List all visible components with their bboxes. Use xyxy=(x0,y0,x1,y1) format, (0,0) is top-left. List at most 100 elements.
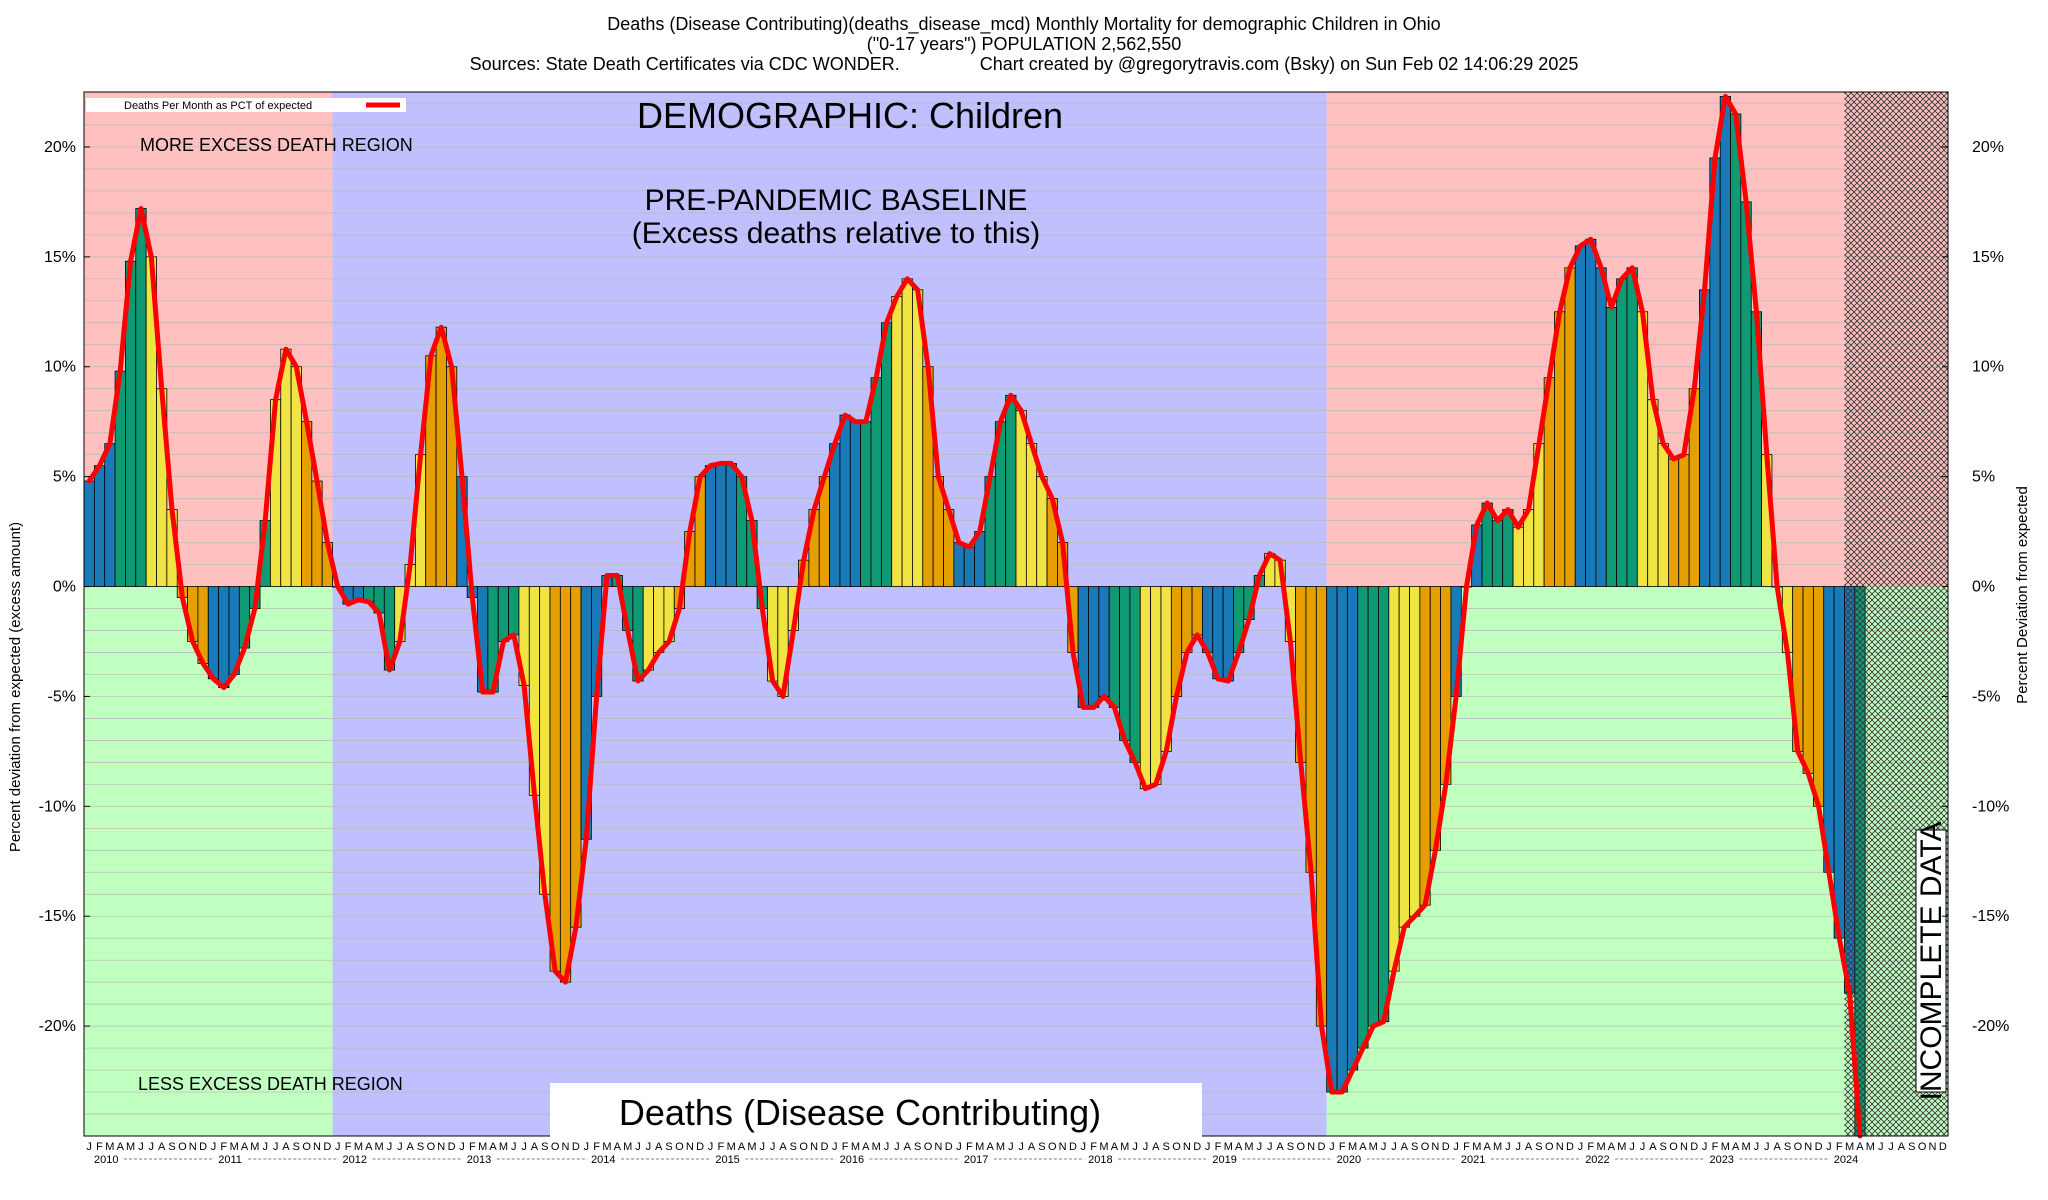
bar xyxy=(1491,520,1504,587)
bar xyxy=(1554,311,1566,587)
left-axis-label: Percent deviation from expected (excess … xyxy=(7,522,24,852)
month-tick-label: J xyxy=(583,1141,589,1153)
y-tick-label-left: -15% xyxy=(39,908,76,925)
year-tick-label: 2022 xyxy=(1585,1154,1609,1166)
bar xyxy=(715,463,727,587)
month-tick-label: N xyxy=(1059,1141,1067,1153)
month-tick-label: N xyxy=(1928,1141,1936,1153)
bar xyxy=(1346,586,1359,1071)
month-tick-label: M xyxy=(105,1141,114,1153)
month-tick-label: O xyxy=(1048,1141,1057,1153)
month-tick-label: M xyxy=(1369,1141,1378,1153)
y-tick-label-left: 15% xyxy=(44,249,76,266)
month-tick-label: J xyxy=(635,1141,641,1153)
month-tick-label: N xyxy=(1804,1141,1812,1153)
month-tick-label: M xyxy=(1099,1141,1108,1153)
month-tick-label: M xyxy=(478,1141,487,1153)
month-tick-label: S xyxy=(1784,1141,1791,1153)
month-tick-label: F xyxy=(1339,1141,1346,1153)
month-tick-label: M xyxy=(872,1141,881,1153)
month-tick-label: A xyxy=(1649,1141,1657,1153)
month-tick-label: A xyxy=(1028,1141,1036,1153)
month-tick-label: N xyxy=(1183,1141,1191,1153)
month-tick-label: J xyxy=(708,1141,714,1153)
month-tick-label: S xyxy=(417,1141,424,1153)
y-tick-label-left: 20% xyxy=(44,139,76,156)
month-tick-label: A xyxy=(531,1141,539,1153)
month-tick-label: O xyxy=(1669,1141,1678,1153)
bar xyxy=(1719,95,1731,587)
month-tick-label: J xyxy=(760,1141,766,1153)
month-tick-label: J xyxy=(1132,1141,1138,1153)
bar xyxy=(1357,586,1369,1049)
year-tick-label: 2021 xyxy=(1461,1154,1485,1166)
bar xyxy=(839,414,851,587)
year-tick-label: 2014 xyxy=(591,1154,615,1166)
chart-title-line-2: ("0-17 years") POPULATION 2,562,550 xyxy=(867,34,1182,54)
bar xyxy=(1429,586,1441,851)
month-tick-label: S xyxy=(1162,1141,1169,1153)
month-tick-label: N xyxy=(562,1141,570,1153)
bar xyxy=(880,322,893,587)
month-tick-label: S xyxy=(293,1141,300,1153)
month-tick-label: A xyxy=(862,1141,870,1153)
month-tick-label: J xyxy=(770,1141,776,1153)
bar xyxy=(653,586,665,653)
bar xyxy=(1523,509,1535,587)
year-tick-label: 2019 xyxy=(1212,1154,1236,1166)
month-tick-label: J xyxy=(1018,1141,1024,1153)
bar xyxy=(1605,306,1618,587)
bar xyxy=(1657,443,1669,587)
month-tick-label: N xyxy=(1556,1141,1564,1153)
month-tick-label: A xyxy=(1608,1141,1616,1153)
bar xyxy=(1595,267,1607,587)
month-tick-label: F xyxy=(96,1141,103,1153)
month-tick-label: A xyxy=(241,1141,249,1153)
y-tick-label-right: -20% xyxy=(1972,1018,2009,1035)
month-tick-label: N xyxy=(1680,1141,1688,1153)
month-tick-label: N xyxy=(313,1141,321,1153)
bar xyxy=(1409,586,1421,917)
month-tick-label: N xyxy=(810,1141,818,1153)
right-axis-label: Percent Deviation from expected xyxy=(2014,486,2031,704)
month-tick-label: A xyxy=(1276,1141,1284,1153)
month-tick-label: M xyxy=(747,1141,756,1153)
bar xyxy=(508,586,520,636)
month-tick-label: A xyxy=(779,1141,787,1153)
month-tick-label: S xyxy=(1038,1141,1045,1153)
month-tick-label: A xyxy=(1111,1141,1119,1153)
month-tick-label: J xyxy=(521,1141,527,1153)
y-tick-label-right: 10% xyxy=(1972,359,2004,376)
month-tick-label: S xyxy=(1535,1141,1542,1153)
bar xyxy=(559,586,572,983)
bar xyxy=(829,443,841,587)
y-tick-label-left: -10% xyxy=(39,798,76,815)
month-tick-label: S xyxy=(1411,1141,1418,1153)
month-tick-label: A xyxy=(904,1141,912,1153)
year-tick-label: 2024 xyxy=(1834,1154,1858,1166)
month-tick-label: J xyxy=(1702,1141,1708,1153)
month-tick-label: J xyxy=(86,1141,92,1153)
month-tick-label: D xyxy=(1193,1141,1201,1153)
bar xyxy=(1150,586,1162,785)
legend: Deaths Per Month as PCT of expected xyxy=(86,98,406,112)
month-tick-label: J xyxy=(956,1141,962,1153)
incomplete-label-box xyxy=(1915,829,1947,1093)
month-tick-label: M xyxy=(1493,1141,1502,1153)
month-tick-label: O xyxy=(1794,1141,1803,1153)
month-tick-label: J xyxy=(894,1141,900,1153)
month-tick-label: A xyxy=(1525,1141,1533,1153)
bar xyxy=(1129,586,1141,763)
month-tick-label: S xyxy=(665,1141,672,1153)
month-tick-label: J xyxy=(1081,1141,1087,1153)
month-tick-label: D xyxy=(323,1141,331,1153)
month-tick-label: J xyxy=(1453,1141,1459,1153)
chart-title-line-3: Sources: State Death Certificates via CD… xyxy=(470,54,1579,74)
bar xyxy=(1585,238,1597,587)
bar xyxy=(218,586,230,689)
month-tick-label: M xyxy=(1224,1141,1233,1153)
year-tick-label: 2010 xyxy=(94,1154,118,1166)
month-tick-label: J xyxy=(1008,1141,1014,1153)
